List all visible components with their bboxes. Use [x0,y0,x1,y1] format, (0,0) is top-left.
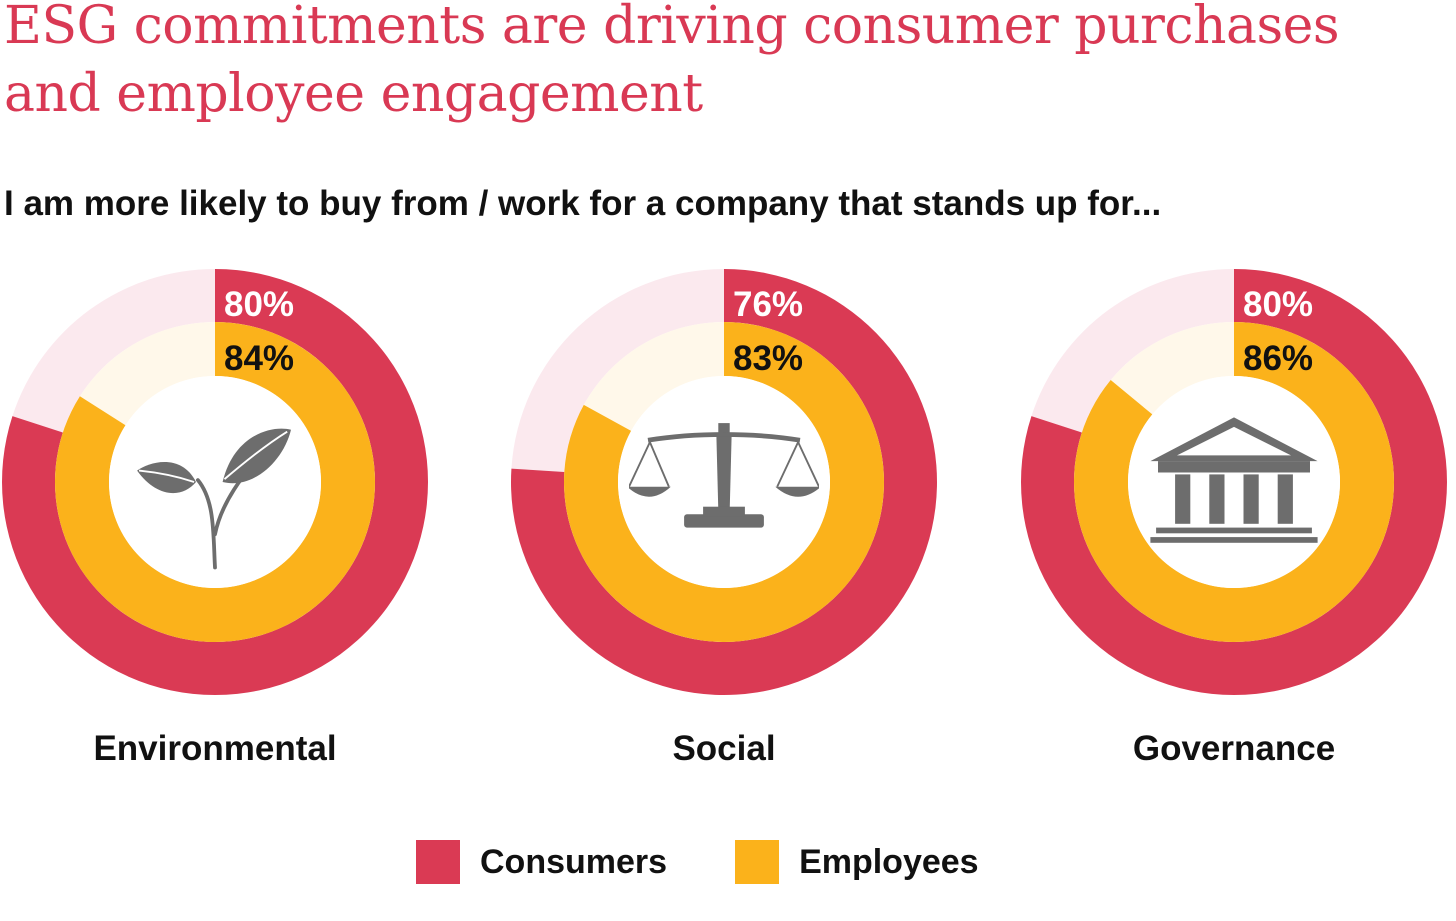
employees-value-label: 86% [1243,339,1313,378]
consumers-remainder-arc [1031,269,1234,433]
donut-environmental: 80% 84% Environmental [2,269,429,768]
consumers-value-label: 80% [1243,285,1313,324]
employees-value-label: 84% [224,339,294,378]
employees-arc-environmental [54,322,375,642]
employees-arc-governance [1074,321,1395,643]
donut-governance: 80% 86% Governance [1021,269,1447,768]
consumers-remainder-arc [511,269,724,472]
legend: Consumers Employees [416,840,1047,884]
consumers-value-label: 76% [733,285,803,324]
legend-label-employees: Employees [799,842,979,881]
donut-center [1128,376,1340,588]
category-label-environmental: Environmental [93,729,336,768]
employees-remainder-arc [79,322,215,426]
donut-center [109,376,321,588]
chart-title: ESG commitments are driving consumer pur… [4,0,1340,124]
employees-value-label: 83% [733,339,803,378]
legend-label-consumers: Consumers [480,842,668,881]
employees-swatch [735,840,780,884]
donut-social: 76% 83% Social [511,269,937,768]
category-label-governance: Governance [1133,729,1335,768]
employees-arc-social [564,322,884,642]
consumers-value-label: 80% [224,285,294,324]
consumers-remainder-arc [12,269,215,433]
employees-remainder-arc [1110,322,1234,415]
category-label-social: Social [672,729,775,768]
legend-item-employees: Employees [735,840,979,884]
chart-subtitle: I am more likely to buy from / work for … [4,184,1162,223]
consumers-swatch [416,840,460,884]
legend-item-consumers: Consumers [416,840,667,884]
employees-remainder-arc [583,322,724,431]
